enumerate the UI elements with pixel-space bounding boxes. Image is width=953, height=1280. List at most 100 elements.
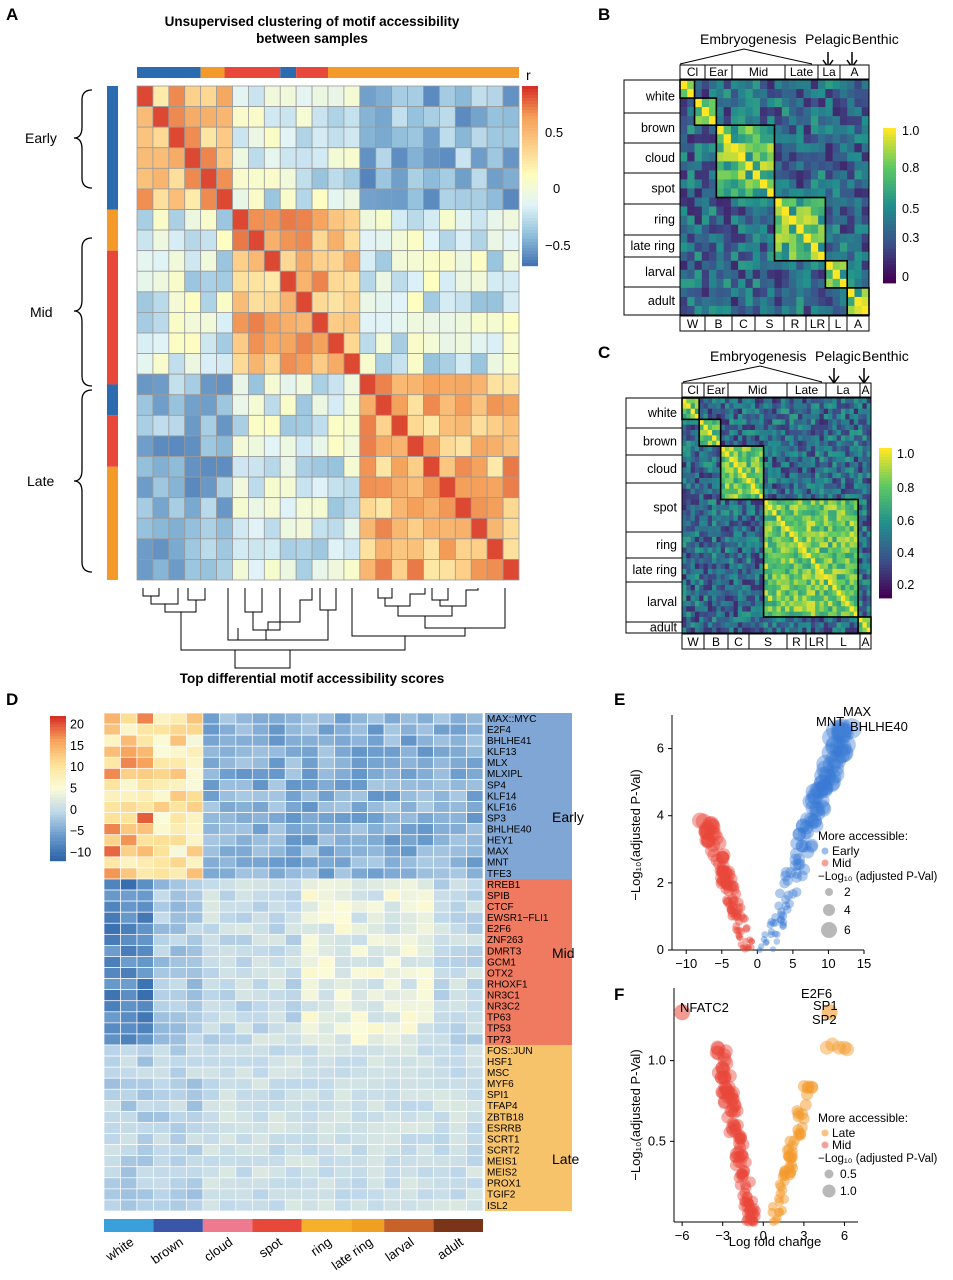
corr-cell	[723, 98, 732, 108]
colorbar-step	[522, 239, 538, 243]
score-cell	[334, 900, 352, 913]
corr-cell	[690, 515, 696, 522]
point-mid	[733, 897, 744, 908]
score-cell	[449, 978, 467, 991]
corr-cell	[720, 408, 726, 415]
score-cell	[383, 856, 401, 869]
corr-cell	[701, 152, 710, 162]
score-cell	[120, 956, 138, 968]
corr-cell	[720, 542, 726, 548]
corr-cell	[746, 579, 752, 586]
corr-cell	[709, 206, 717, 216]
panel-e-label-bhlhe40: BHLHE40	[850, 719, 908, 734]
corr-cell	[845, 494, 850, 500]
score-cell	[186, 1055, 204, 1068]
corr-cell	[785, 595, 790, 602]
score-cell	[416, 767, 434, 780]
corr-cell	[694, 595, 700, 602]
corr-cell	[854, 269, 863, 280]
corr-cell	[680, 152, 688, 162]
corr-cell	[858, 456, 863, 463]
corr-cell	[682, 472, 687, 479]
corr-cell	[733, 526, 739, 532]
colorbar-step	[883, 131, 896, 135]
corr-cell	[729, 574, 734, 580]
corr-cell	[845, 483, 850, 490]
corr-cell	[789, 224, 797, 234]
corr-cell	[720, 627, 726, 634]
heat-cell	[232, 147, 249, 169]
heat-cell	[375, 373, 393, 396]
corr-cell	[832, 552, 837, 559]
corr-cell	[690, 504, 696, 511]
corr-cell	[776, 606, 782, 612]
score-cell	[136, 790, 154, 802]
score-cell	[169, 911, 187, 924]
corr-cell	[682, 531, 687, 538]
colorbar-step	[50, 724, 66, 728]
score-cell	[218, 967, 237, 979]
corr-cell	[745, 269, 753, 280]
corr-cell	[796, 260, 804, 271]
score-cell	[136, 1011, 154, 1024]
heat-cell	[200, 353, 217, 375]
score-cell	[350, 867, 369, 880]
row-label: ring	[656, 538, 677, 552]
point-early	[807, 813, 822, 828]
heat-cell	[439, 435, 456, 457]
corr-cell	[849, 552, 855, 559]
x-tick-label: 0	[760, 1228, 767, 1243]
corr-cell	[772, 472, 777, 479]
corr-cell	[774, 197, 783, 207]
corr-cell	[686, 510, 691, 516]
heat-cell	[295, 476, 313, 499]
corr-cell	[785, 611, 790, 618]
score-cell	[103, 878, 121, 891]
heat-cell	[200, 270, 217, 293]
corr-cell	[806, 526, 812, 532]
corr-cell	[815, 414, 820, 420]
corr-cell	[733, 547, 739, 554]
colorbar-step	[879, 463, 892, 467]
score-cell	[218, 756, 237, 769]
score-cell	[433, 1199, 451, 1212]
corr-cell	[789, 616, 794, 623]
heat-cell	[216, 538, 233, 560]
corr-cell	[802, 403, 807, 409]
corr-cell	[716, 414, 721, 420]
corr-cell	[810, 515, 816, 522]
corr-cell	[690, 526, 696, 532]
score-cell	[400, 823, 418, 836]
score-cell	[383, 1122, 401, 1134]
corr-cell	[763, 510, 769, 516]
corr-cell	[862, 590, 868, 596]
score-cell	[400, 1022, 418, 1035]
score-cell	[218, 790, 237, 802]
panel-a-top-color-bar	[137, 67, 519, 78]
corr-cell	[699, 552, 704, 559]
score-cell	[433, 1144, 451, 1157]
score-cell	[268, 956, 286, 968]
corr-cell	[803, 305, 812, 316]
score-cell	[317, 1033, 336, 1046]
side-bar-segment	[107, 209, 118, 251]
score-cell	[433, 1066, 451, 1079]
corr-cell	[682, 552, 687, 559]
corr-cell	[716, 296, 724, 307]
heat-cell	[248, 250, 265, 272]
corr-cell	[789, 563, 794, 570]
colorbar-step	[50, 834, 66, 838]
corr-cell	[716, 515, 721, 522]
panel-e-legend-early: Early	[832, 844, 859, 858]
score-cell	[136, 1188, 154, 1201]
corr-cell	[759, 143, 768, 153]
corr-cell	[746, 440, 752, 447]
heat-cell	[200, 106, 217, 128]
corr-cell	[742, 467, 747, 474]
heat-cell	[502, 167, 520, 190]
corr-cell	[759, 590, 764, 596]
corr-cell	[828, 579, 833, 586]
score-cell	[251, 834, 270, 847]
score-cell	[235, 911, 253, 924]
corr-cell	[687, 188, 695, 198]
